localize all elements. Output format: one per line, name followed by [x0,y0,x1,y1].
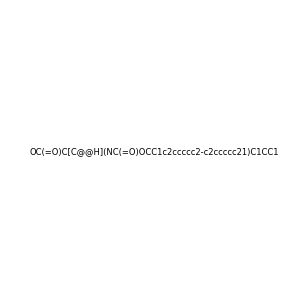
Text: OC(=O)C[C@@H](NC(=O)OCC1c2ccccc2-c2ccccc21)C1CC1: OC(=O)C[C@@H](NC(=O)OCC1c2ccccc2-c2ccccc… [29,147,278,156]
